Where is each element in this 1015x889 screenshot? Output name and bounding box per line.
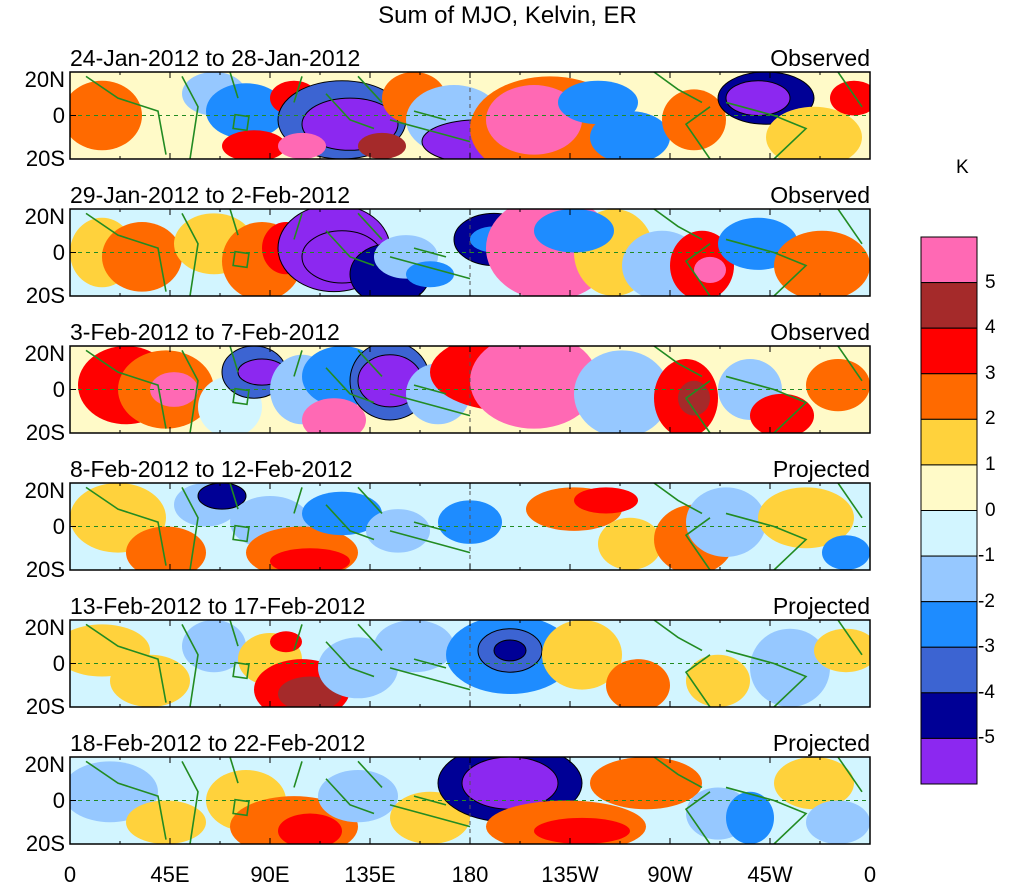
lat-label: 20N bbox=[24, 204, 65, 229]
lat-label: 20N bbox=[24, 615, 65, 640]
colorbar-label: -4 bbox=[978, 681, 995, 703]
lat-label: 20N bbox=[24, 67, 65, 92]
panel-status: Observed bbox=[770, 45, 870, 71]
colorbar-label: 3 bbox=[985, 362, 996, 384]
lon-tick-label: 135E bbox=[344, 862, 396, 887]
panel-date-range: 3-Feb-2012 to 7-Feb-2012 bbox=[70, 319, 340, 345]
colorbar-label: -1 bbox=[978, 545, 995, 567]
colorbar-swatch bbox=[920, 601, 978, 648]
panel-status: Observed bbox=[770, 182, 870, 208]
panel-5 bbox=[69, 619, 871, 708]
anomaly-field bbox=[70, 620, 870, 707]
colorbar-swatch bbox=[920, 737, 978, 785]
colorbar bbox=[920, 236, 978, 785]
lat-label: 20S bbox=[25, 831, 65, 856]
lon-tick-label: 0 bbox=[63, 862, 77, 887]
coastlines bbox=[85, 757, 863, 844]
lat-label: 0 bbox=[52, 787, 65, 813]
colorbar-label: -2 bbox=[978, 590, 995, 612]
anomaly-field bbox=[70, 483, 870, 570]
lat-label: 0 bbox=[52, 650, 65, 676]
panel-date-range: 13-Feb-2012 to 17-Feb-2012 bbox=[70, 593, 366, 619]
lon-tick-label: 135W bbox=[541, 862, 599, 887]
coastlines bbox=[85, 483, 863, 570]
panel-status: Projected bbox=[772, 593, 870, 619]
lat-label: 20N bbox=[24, 478, 65, 503]
lat-label: 20S bbox=[25, 694, 65, 719]
anomaly-field bbox=[70, 72, 870, 159]
colorbar-label: -5 bbox=[978, 727, 995, 749]
colorbar-label: 1 bbox=[985, 453, 996, 475]
lon-tick-label: 45E bbox=[150, 862, 190, 887]
colorbar-label: 5 bbox=[985, 271, 996, 293]
lon-tick-label: 0 bbox=[863, 862, 877, 887]
colorbar-swatch bbox=[920, 236, 978, 284]
lat-label: 20S bbox=[25, 283, 65, 308]
panel-date-range: 18-Feb-2012 to 22-Feb-2012 bbox=[70, 730, 366, 756]
panel-date-range: 29-Jan-2012 to 2-Feb-2012 bbox=[70, 182, 351, 208]
panel-date-range: 8-Feb-2012 to 12-Feb-2012 bbox=[70, 456, 353, 482]
lat-label: 0 bbox=[52, 239, 65, 265]
colorbar-swatch bbox=[920, 555, 978, 603]
colorbar-label: 0 bbox=[985, 499, 996, 521]
lat-label: 20S bbox=[25, 146, 65, 171]
figure-title: Sum of MJO, Kelvin, ER bbox=[378, 2, 637, 29]
lon-tick-label: 45W bbox=[747, 862, 793, 887]
lat-label: 0 bbox=[52, 513, 65, 539]
coastlines bbox=[85, 209, 863, 296]
panel-4 bbox=[69, 482, 871, 571]
colorbar-swatch bbox=[920, 418, 978, 466]
panel-status: Projected bbox=[772, 456, 870, 482]
colorbar-swatch bbox=[920, 646, 978, 694]
lon-tick-label: 180 bbox=[451, 862, 489, 887]
colorbar-swatch bbox=[920, 282, 978, 329]
lat-label: 20S bbox=[25, 420, 65, 445]
colorbar-unit: K bbox=[956, 157, 969, 178]
colorbar-label: 2 bbox=[985, 408, 996, 430]
lat-label: 0 bbox=[52, 102, 65, 128]
panel-2 bbox=[69, 208, 871, 297]
coastlines bbox=[85, 72, 863, 159]
lon-tick-label: 90W bbox=[647, 862, 693, 887]
panel-status: Projected bbox=[772, 730, 870, 756]
panel-1 bbox=[69, 71, 871, 160]
colorbar-swatch bbox=[920, 373, 978, 420]
lon-tick-label: 90E bbox=[250, 862, 290, 887]
panel-status: Observed bbox=[770, 319, 870, 345]
colorbar-label: -3 bbox=[978, 636, 995, 658]
panel-6 bbox=[69, 756, 871, 845]
lat-label: 20S bbox=[25, 557, 65, 582]
lat-label: 0 bbox=[52, 376, 65, 402]
colorbar-swatch bbox=[920, 692, 978, 739]
coastlines bbox=[85, 346, 863, 433]
colorbar-label: 4 bbox=[985, 317, 996, 339]
panel-3 bbox=[69, 345, 871, 434]
lat-label: 20N bbox=[24, 341, 65, 366]
lat-label: 20N bbox=[24, 752, 65, 777]
colorbar-swatch bbox=[920, 510, 978, 557]
colorbar-swatch bbox=[920, 327, 978, 375]
panel-date-range: 24-Jan-2012 to 28-Jan-2012 bbox=[70, 45, 361, 71]
colorbar-swatch bbox=[920, 464, 978, 511]
